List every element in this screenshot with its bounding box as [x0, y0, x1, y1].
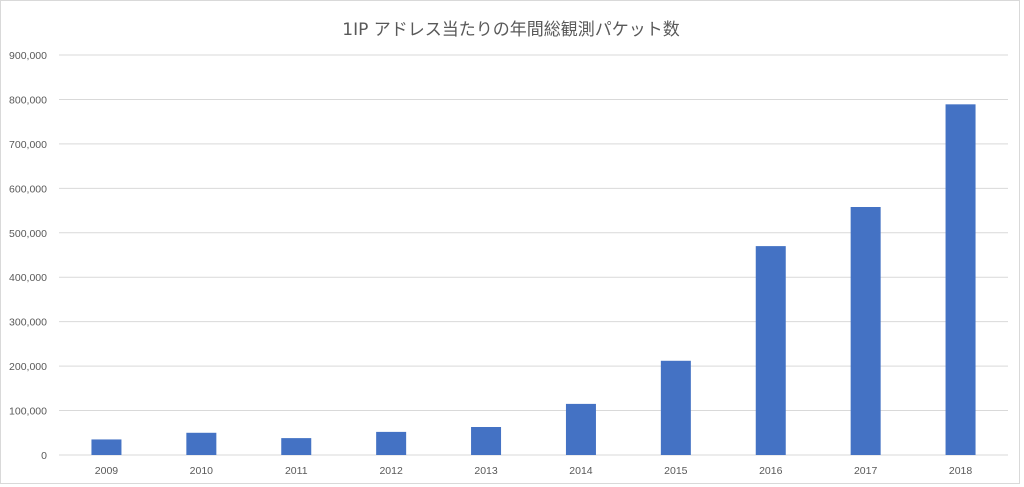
x-axis-ticks: 2009 2010 2011 2012 2013 2014 2015 2016 2017 2018	[95, 465, 973, 477]
y-tick-label: 0	[41, 450, 47, 462]
x-tick-label: 2009	[95, 465, 119, 477]
x-tick-label: 2010	[190, 465, 214, 477]
y-tick-label: 700,000	[9, 139, 47, 151]
y-axis-ticks: 0 100,000 200,000 300,000 400,000 500,000 600,…	[9, 50, 47, 462]
bar-2010	[186, 432, 217, 455]
y-tick-label: 800,000	[9, 94, 47, 106]
bar-2011	[281, 438, 312, 455]
x-tick-label: 2012	[379, 465, 403, 477]
bars	[91, 104, 976, 455]
y-tick-label: 600,000	[9, 183, 47, 195]
y-tick-label: 200,000	[9, 361, 47, 373]
x-tick-label: 2014	[569, 465, 593, 477]
y-tick-label: 100,000	[9, 406, 47, 418]
bar-2012	[376, 431, 407, 455]
bar-2009	[91, 439, 122, 455]
x-tick-label: 2011	[285, 465, 308, 477]
bar-2017	[850, 207, 881, 455]
x-tick-label: 2017	[854, 465, 878, 477]
y-tick-label: 500,000	[9, 228, 47, 240]
bar-2013	[471, 427, 502, 455]
bar-2014	[565, 403, 596, 455]
bar-2016	[755, 246, 786, 455]
y-tick-label: 300,000	[9, 317, 47, 329]
gridlines	[59, 54, 1008, 456]
bar-2018	[945, 104, 976, 455]
x-tick-label: 2018	[949, 465, 973, 477]
chart-title: 1IP アドレス当たりの年間総観測パケット数	[342, 20, 680, 40]
x-tick-label: 2013	[474, 465, 498, 477]
y-tick-label: 900,000	[9, 50, 47, 62]
bar-2015	[660, 360, 691, 455]
x-tick-label: 2016	[759, 465, 783, 477]
x-tick-label: 2015	[664, 465, 688, 477]
y-tick-label: 400,000	[9, 272, 47, 284]
